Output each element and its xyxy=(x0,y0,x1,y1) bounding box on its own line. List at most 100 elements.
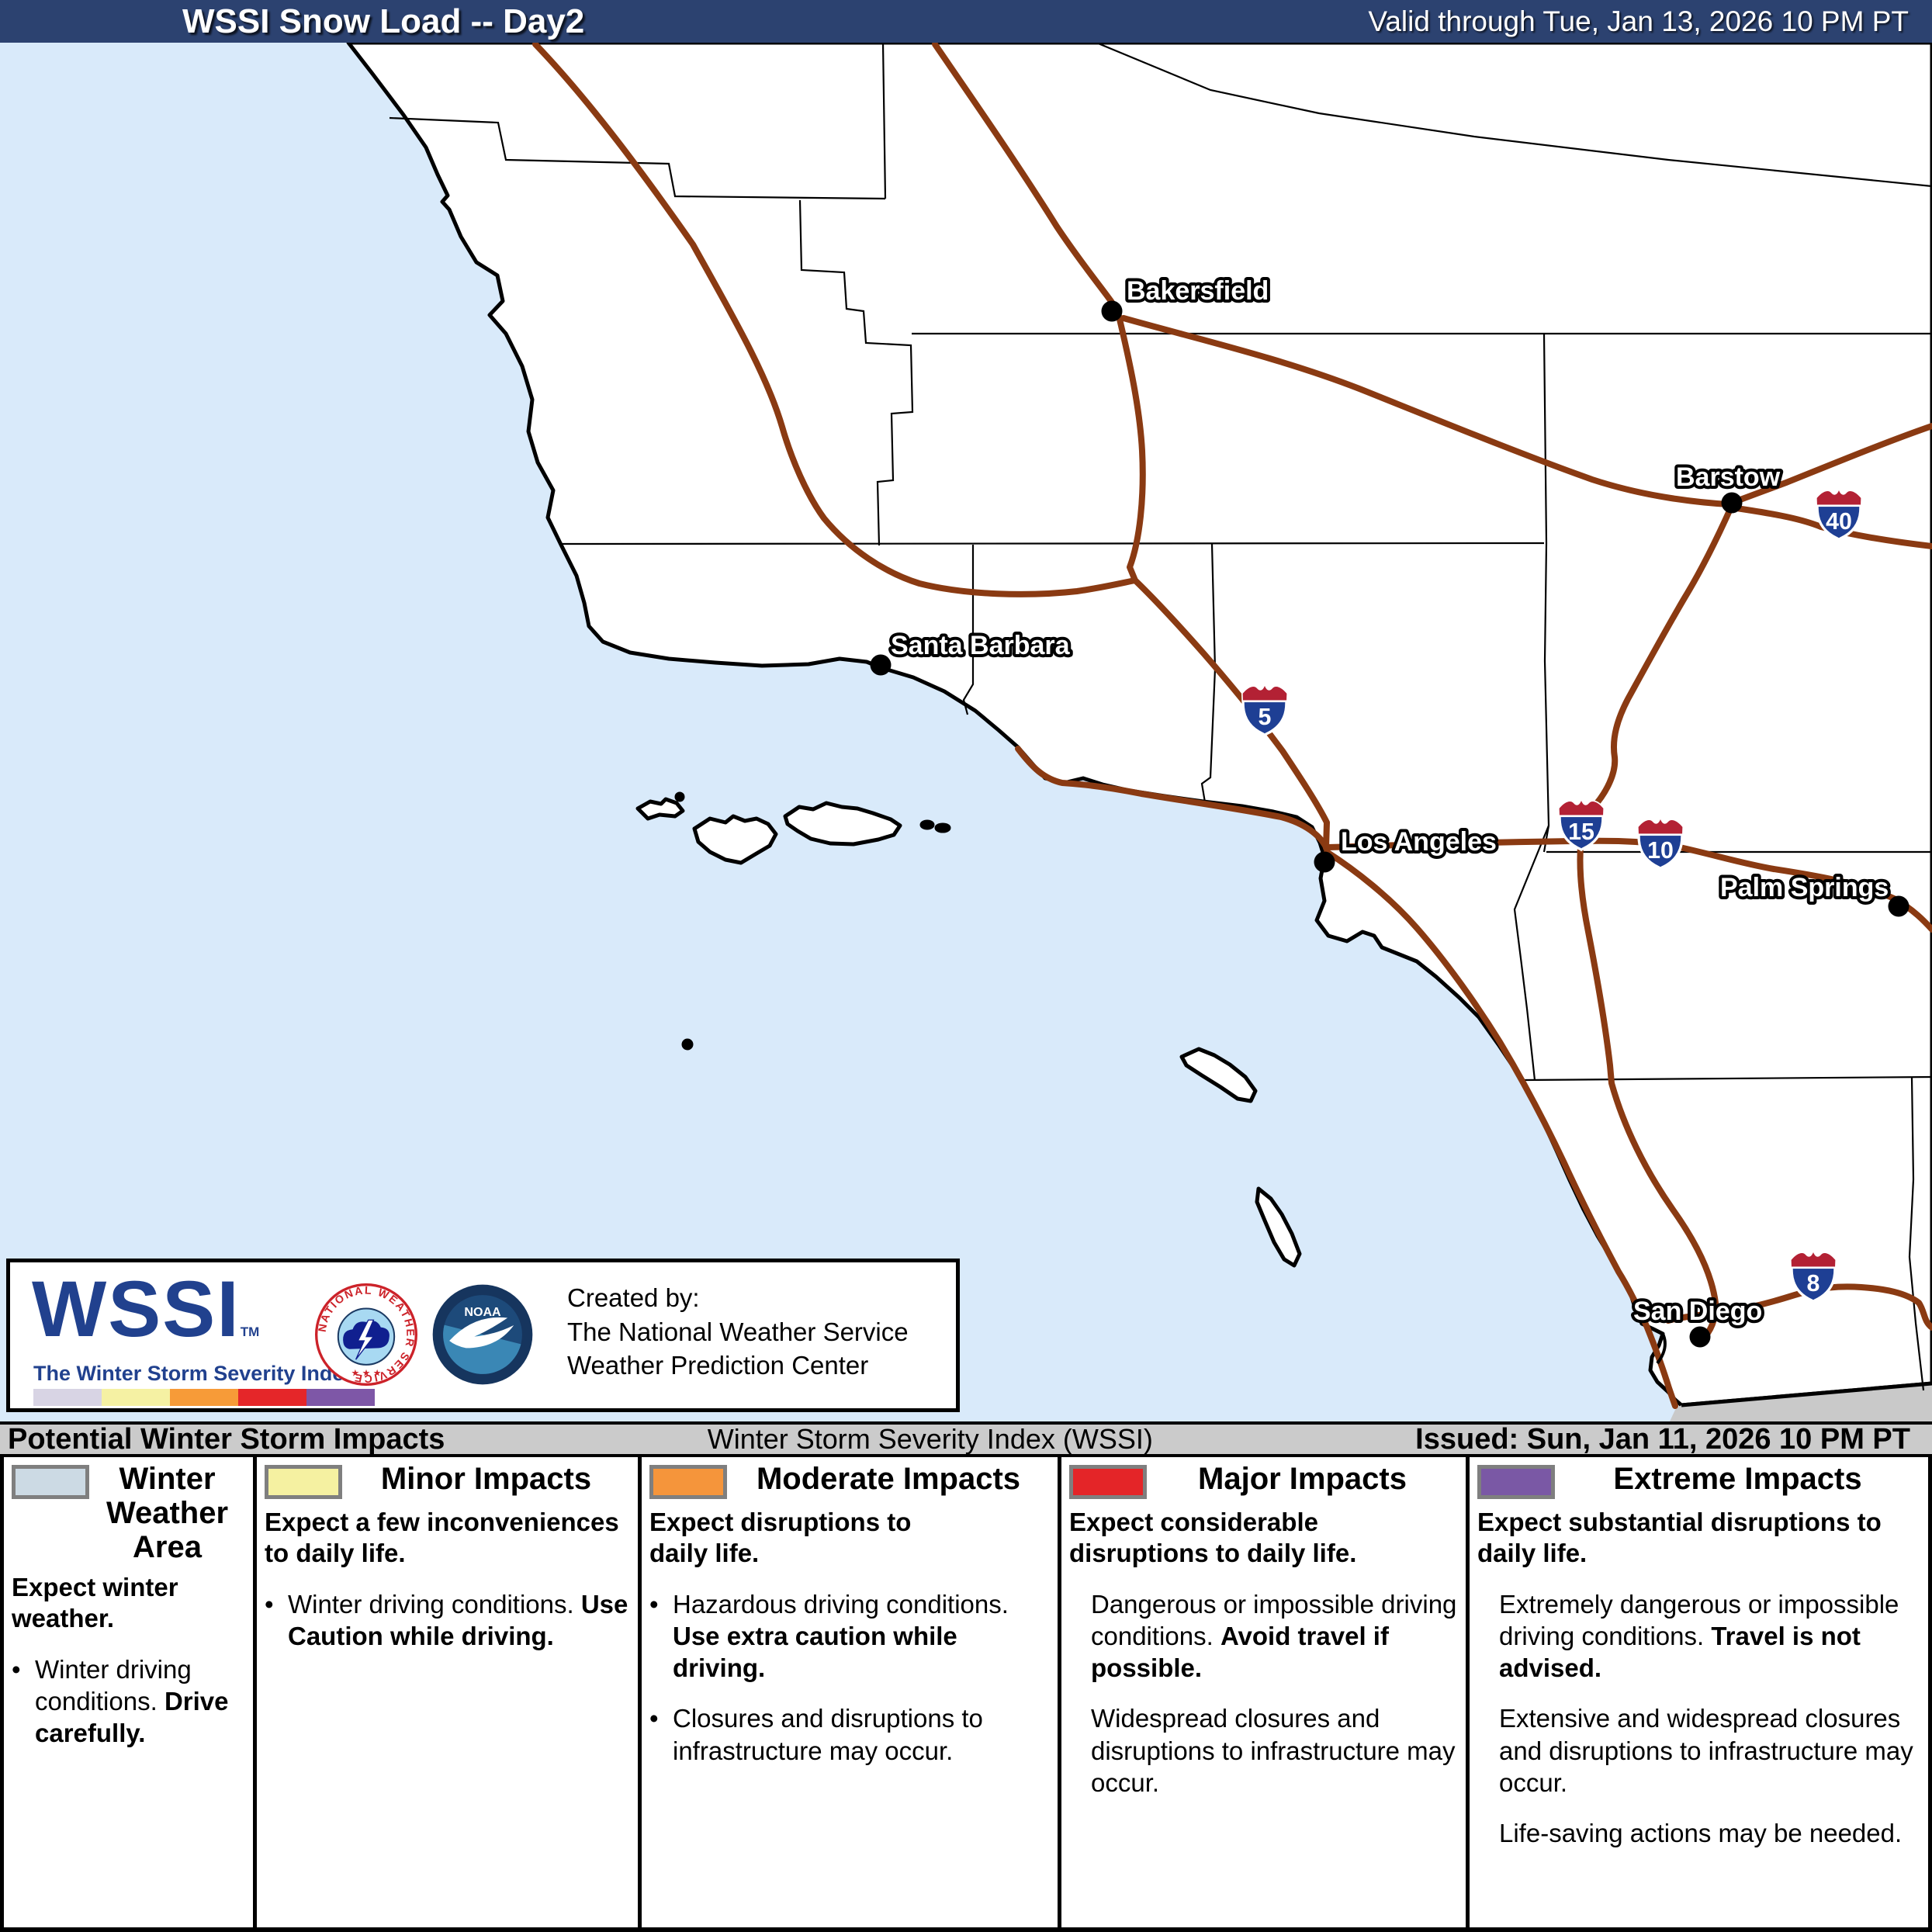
extreme-impacts-detail: Extremely dangerous or impossible drivin… xyxy=(1499,1589,1899,1683)
city-dot xyxy=(1721,492,1743,514)
noaa-text: NOAA xyxy=(464,1305,501,1319)
interstate-8-shield: 8 xyxy=(1789,1248,1837,1304)
minor-impacts-detail: • Winter driving conditions. Use Caution … xyxy=(265,1589,628,1650)
highway-i5-south xyxy=(1324,849,1678,1409)
moderate-impacts-detail: • Hazardous driving conditions. Use extra… xyxy=(649,1589,1009,1683)
moderate-impacts-summary: Expect disruptions to daily life. xyxy=(649,1508,912,1568)
city-label: San Diego xyxy=(1633,1297,1762,1326)
county-lines xyxy=(389,43,1932,1391)
interstate-40-shield: 40 xyxy=(1815,486,1863,542)
city-marker-bakersfield: Bakersfield xyxy=(1101,273,1272,322)
highway-i15-south xyxy=(1577,506,1733,1339)
santa-rosa-island xyxy=(692,814,778,865)
lightning-bolt-icon xyxy=(355,1319,375,1360)
status-bar: Potential Winter Storm Impacts Winter St… xyxy=(0,1421,1932,1457)
us-mexico-border xyxy=(1681,1381,1932,1407)
impact-legend: Winter Weather Area Expect winter weather… xyxy=(0,1457,1932,1932)
city-marker-layer: Bakersfield Santa Barbara Los Angeles Barst… xyxy=(870,273,1909,1348)
major-impacts-summary: Expect considerable disruptions to daily… xyxy=(1069,1508,1357,1568)
svg-text:5: 5 xyxy=(1259,705,1272,730)
valid-through-text: Valid through Tue, Jan 13, 2026 10 PM PT xyxy=(1368,5,1909,37)
highway-i5-valley xyxy=(532,43,1330,851)
major-impacts-detail: Widespread closures and disruptions to i… xyxy=(1091,1704,1456,1797)
status-center-label: Winter Storm Severity Index (WSSI) xyxy=(707,1423,1153,1455)
islet xyxy=(674,791,685,802)
city-marker-los-angeles: Los Angeles xyxy=(1314,824,1500,873)
winter-weather-area-summary: Expect winter weather. xyxy=(12,1573,178,1633)
moderate-impacts-swatch xyxy=(649,1465,727,1499)
wssi-tagline: The Winter Storm Severity Index xyxy=(33,1362,356,1385)
severity-swatch xyxy=(170,1389,238,1406)
severity-color-scale xyxy=(33,1389,375,1406)
major-impacts-detail: Dangerous or impossible driving conditio… xyxy=(1091,1589,1457,1683)
minor-impacts-swatch xyxy=(265,1465,342,1499)
major-impacts-swatch xyxy=(1069,1465,1147,1499)
city-label: Santa Barbara xyxy=(891,631,1071,660)
status-left-label: Potential Winter Storm Impacts xyxy=(8,1422,445,1456)
winter-weather-area-swatch xyxy=(12,1465,89,1499)
highway-58 xyxy=(1120,315,1732,507)
highway-101-coast xyxy=(1015,746,1329,850)
extreme-impacts-detail: Extensive and widespread closures and di… xyxy=(1499,1704,1913,1797)
wssi-logo-text: WSSITM xyxy=(32,1265,260,1353)
svg-text:40: 40 xyxy=(1826,509,1852,535)
legend-column-moderate-impacts: Moderate Impacts Expect disruptions to da… xyxy=(642,1457,1061,1927)
interstate-5-shield: 5 xyxy=(1241,682,1289,737)
city-dot xyxy=(1101,300,1123,322)
noaa-bird-icon xyxy=(449,1317,514,1349)
anacapa-island xyxy=(919,819,935,830)
minor-impacts-summary: Expect a few inconveniences to daily lif… xyxy=(265,1508,619,1568)
interstate-10-shield: 10 xyxy=(1636,815,1684,871)
interstate-15-shield: 15 xyxy=(1557,797,1605,852)
extreme-impacts-swatch xyxy=(1477,1465,1555,1499)
catalina-island xyxy=(1179,1047,1258,1103)
moderate-impacts-title: Moderate Impacts xyxy=(756,1462,1021,1496)
interstate-shield-layer: 5 40 15 10 8 xyxy=(1241,486,1863,1304)
san-miguel-island xyxy=(635,797,685,821)
city-dot xyxy=(870,654,892,676)
city-dot xyxy=(1888,895,1909,917)
svg-text:10: 10 xyxy=(1647,838,1674,864)
trademark-symbol: TM xyxy=(240,1324,260,1339)
nws-logo: NATIONAL WEATHER SERVICE ★ ★ ★ xyxy=(315,1283,417,1386)
severity-swatch xyxy=(102,1389,170,1406)
svg-text:8: 8 xyxy=(1807,1271,1820,1297)
severity-swatch xyxy=(33,1389,102,1406)
highway-i10 xyxy=(1325,837,1932,933)
legend-column-major-impacts: Major Impacts Expect considerable disrupt… xyxy=(1061,1457,1470,1927)
mexico-area xyxy=(1670,1383,1932,1421)
extreme-impacts-title: Extreme Impacts xyxy=(1613,1462,1862,1496)
city-label: Bakersfield xyxy=(1127,276,1269,306)
header-bar: WSSI Snow Load -- Day2 Valid through Tue… xyxy=(0,0,1932,43)
city-label: Barstow xyxy=(1676,462,1781,492)
santa-barbara-island xyxy=(681,1038,694,1051)
minor-impacts-title: Minor Impacts xyxy=(380,1462,592,1496)
issued-timestamp: Issued: Sun, Jan 11, 2026 10 PM PT xyxy=(1415,1422,1910,1456)
created-by-text: Created by: The National Weather Service… xyxy=(567,1283,909,1380)
nws-stars: ★ ★ ★ xyxy=(351,1368,381,1379)
winter-weather-area-detail: • Winter driving conditions. Drive carefu… xyxy=(12,1654,229,1748)
san-clemente-island xyxy=(1255,1186,1302,1268)
anacapa-island xyxy=(934,822,951,833)
extreme-impacts-detail: Life-saving actions may be needed. xyxy=(1499,1819,1903,1847)
page-title: WSSI Snow Load -- Day2 xyxy=(182,2,585,40)
legend-column-minor-impacts: Minor Impacts Expect a few inconveniences… xyxy=(257,1457,642,1927)
san-diego-bay xyxy=(1656,1333,1667,1365)
legend-column-extreme-impacts: Extreme Impacts Expect substantial disrup… xyxy=(1470,1457,1928,1927)
wssi-logo-box: WSSITM The Winter Storm Severity Index N… xyxy=(6,1259,960,1412)
moderate-impacts-detail: • Closures and disruptions to infrastruct… xyxy=(649,1704,983,1765)
severity-swatch xyxy=(238,1389,306,1406)
channel-islands xyxy=(635,791,1302,1268)
santa-cruz-island xyxy=(783,801,902,847)
city-dot xyxy=(1314,851,1335,873)
city-marker-palm-springs: Palm Springs xyxy=(1717,870,1909,917)
city-label: Los Angeles xyxy=(1341,827,1497,857)
city-marker-san-diego: San Diego xyxy=(1630,1293,1765,1348)
winter-weather-area-title: Winter Weather Area xyxy=(106,1462,229,1564)
highway-i15-north xyxy=(1729,423,1932,506)
noaa-logo: NOAA xyxy=(432,1284,533,1385)
city-dot xyxy=(1689,1326,1711,1348)
city-label: Palm Springs xyxy=(1720,873,1889,902)
city-marker-barstow: Barstow xyxy=(1673,459,1784,514)
